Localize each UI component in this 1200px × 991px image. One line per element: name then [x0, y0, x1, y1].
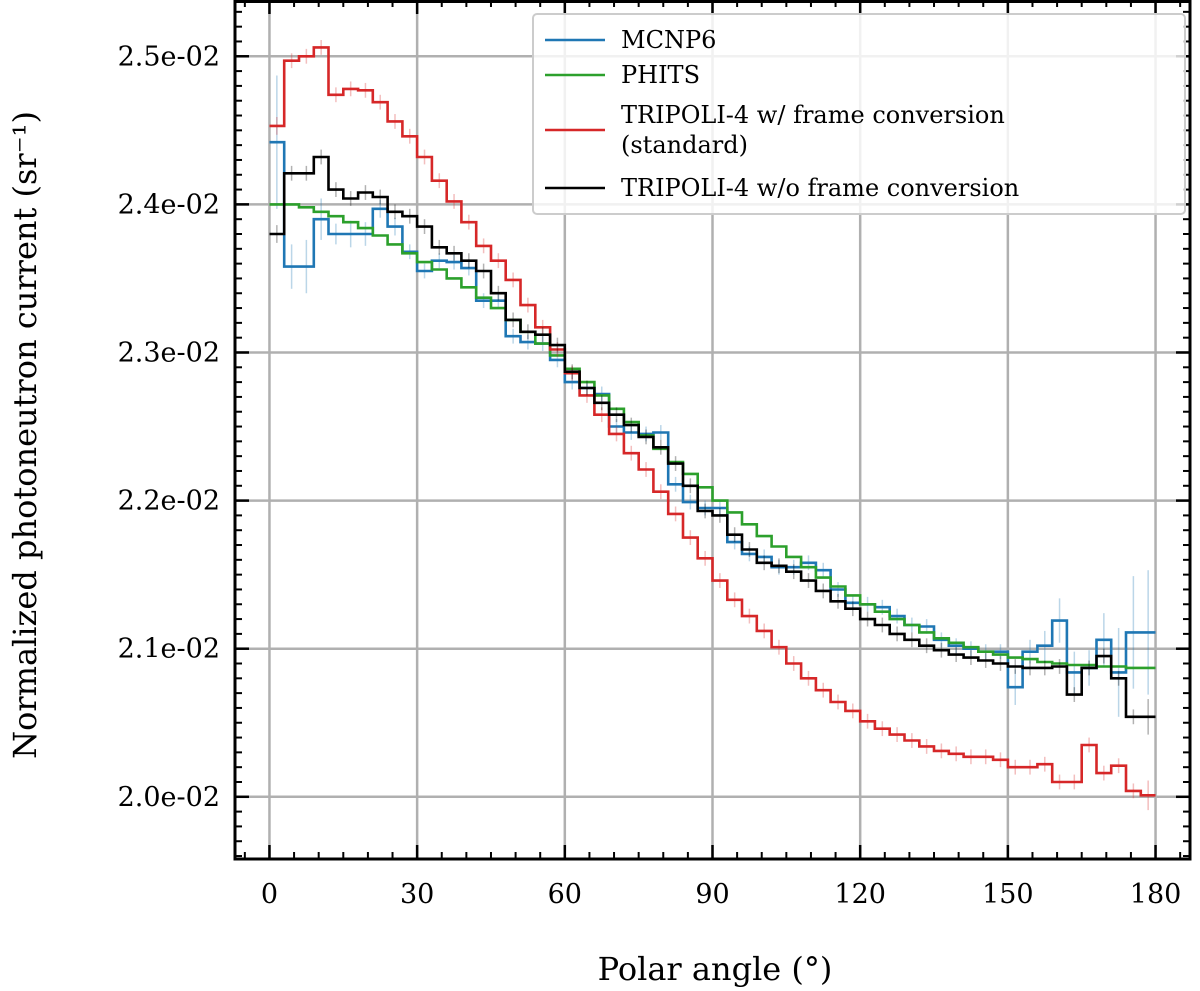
x-tick-label-1: 30: [400, 879, 434, 910]
series-line-1: [269, 203, 1156, 670]
x-axis-label: Polar angle (°): [598, 950, 833, 988]
series-1: [269, 203, 1156, 670]
legend-label-2-line-0: TRIPOLI-4 w/ frame conversion: [621, 101, 1005, 129]
y-tick-label-2: 2.2e-02: [118, 486, 220, 517]
legend-label-0: MCNP6: [621, 26, 716, 54]
x-tick-label-4: 120: [834, 879, 886, 910]
x-tick-label-6: 180: [1130, 879, 1182, 910]
series-line-2: [269, 46, 1156, 797]
series-layer: [269, 39, 1156, 811]
x-tick-label-0: 0: [261, 879, 278, 910]
legend: MCNP6 PHITS TRIPOLI-4 w/ frame conversion(…: [532, 13, 1186, 215]
legend-label-1: PHITS: [621, 61, 700, 89]
x-tick-label-5: 150: [982, 879, 1034, 910]
y-tick-label-3: 2.3e-02: [118, 337, 220, 368]
series-line-3: [269, 155, 1156, 719]
tick-marks: [235, 0, 1190, 859]
legend-label-3: TRIPOLI-4 w/o frame conversion: [621, 174, 1019, 202]
x-tick-label-2: 60: [548, 879, 582, 910]
y-tick-label-4: 2.4e-02: [118, 189, 220, 220]
tick-labels: 0 30 60 90 120 150 180 2.0e-02 2.1e-02 2.2e-02 2.3…: [118, 41, 1182, 910]
legend-box: [532, 13, 1186, 215]
legend-label-2-line-1: (standard): [621, 131, 748, 159]
x-tick-label-3: 90: [695, 879, 729, 910]
y-tick-label-0: 2.0e-02: [118, 782, 220, 813]
y-tick-label-1: 2.1e-02: [118, 634, 220, 665]
y-axis-label: Normalized photoneutron current (sr⁻¹): [6, 111, 44, 759]
series-3: [269, 149, 1156, 735]
series-2: [269, 39, 1156, 811]
y-tick-label-5: 2.5e-02: [118, 41, 220, 72]
